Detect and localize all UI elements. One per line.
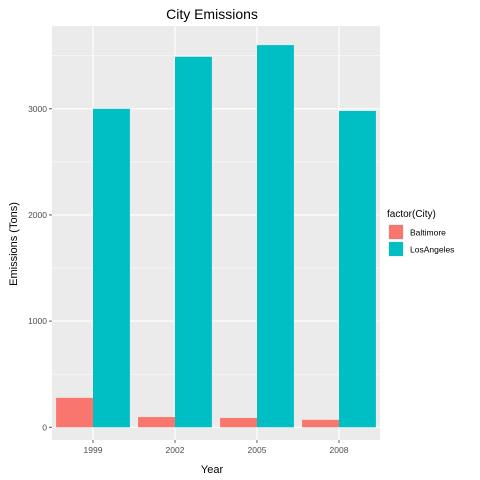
legend-label-baltimore: Baltimore — [410, 228, 446, 238]
x-tick-label: 1999 — [84, 445, 103, 455]
legend-title: factor(City) — [387, 209, 436, 220]
x-tick-label: 2002 — [166, 445, 185, 455]
legend-swatch-losangeles — [389, 242, 403, 256]
x-axis-ticks: 1999 2002 2005 2008 — [84, 440, 349, 455]
legend-items: Baltimore LosAngeles — [388, 224, 454, 257]
bar-baltimore-2008 — [302, 419, 339, 428]
legend-label-losangeles: LosAngeles — [410, 245, 454, 255]
bar-baltimore-2002 — [138, 417, 175, 428]
y-tick-label: 2000 — [28, 210, 47, 220]
bar-losangeles-2008 — [339, 110, 376, 428]
bar-baltimore-2005 — [220, 417, 257, 428]
chart-title: City Emissions — [166, 6, 258, 22]
y-tick-label: 0 — [42, 422, 47, 432]
bar-losangeles-2005 — [257, 45, 294, 428]
x-tick-label: 2008 — [330, 445, 349, 455]
y-tick-label: 1000 — [28, 316, 47, 326]
bar-losangeles-2002 — [175, 56, 212, 428]
y-tick-label: 3000 — [28, 104, 47, 114]
bar-losangeles-1999 — [93, 108, 130, 428]
x-axis-title: Year — [201, 464, 224, 476]
y-axis-title: Emissions (Tons) — [8, 202, 20, 286]
legend: factor(City) Baltimore LosAngeles — [387, 209, 454, 257]
bars — [56, 45, 376, 428]
x-tick-label: 2005 — [248, 445, 267, 455]
y-axis-ticks: 0 1000 2000 3000 — [28, 104, 52, 432]
legend-swatch-baltimore — [389, 225, 403, 239]
bar-baltimore-1999 — [56, 397, 93, 428]
